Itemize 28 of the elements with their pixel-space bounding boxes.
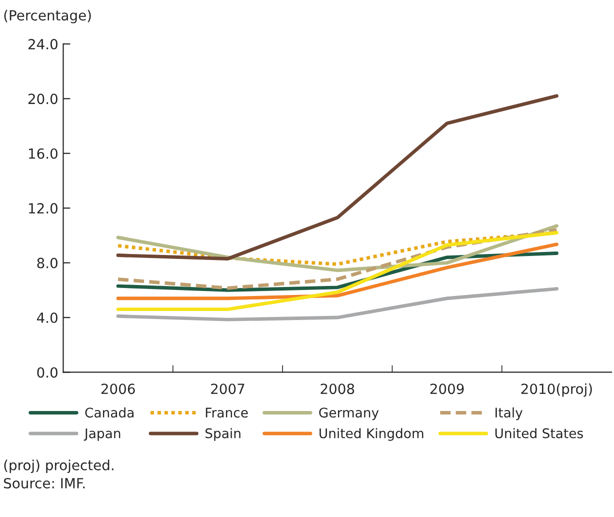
source-note: Source: IMF.: [4, 478, 85, 488]
y-tick-label: 16.0: [28, 148, 58, 159]
x-tick-label: 2006: [101, 384, 135, 394]
legend-label: Spain: [205, 428, 240, 441]
y-tick-label: 12.0: [28, 203, 58, 214]
text: (proj) projected.: [4, 460, 114, 474]
legend-label: Germany: [319, 408, 379, 420]
y-tick-label: 20.0: [28, 94, 58, 104]
x-tick-label: 2010(proj): [521, 383, 592, 397]
y-tick-label: 8.0: [37, 258, 58, 268]
line-series: [116, 242, 558, 300]
line-series: [116, 230, 558, 312]
y-tick-label: 24.0: [28, 38, 58, 50]
line-series: [116, 287, 558, 322]
legend-label: Japan: [84, 428, 120, 441]
line-series: [116, 94, 558, 260]
legend-label: France: [206, 408, 248, 418]
y-tick-label: 0.0: [37, 367, 58, 378]
legend-label: Italy: [496, 407, 522, 420]
line-series: [116, 228, 558, 290]
x-tick-label: 2008: [320, 384, 354, 394]
y-tick-label: 4.0: [36, 312, 58, 323]
y-axis-title: (Percentage): [4, 10, 91, 24]
legend-label: United Kingdom: [320, 428, 424, 441]
x-tick-label: 2009: [430, 384, 464, 394]
x-tick-label: 2007: [211, 384, 244, 394]
legend-label: Canada: [85, 407, 134, 418]
legend-label: United States: [495, 428, 583, 438]
